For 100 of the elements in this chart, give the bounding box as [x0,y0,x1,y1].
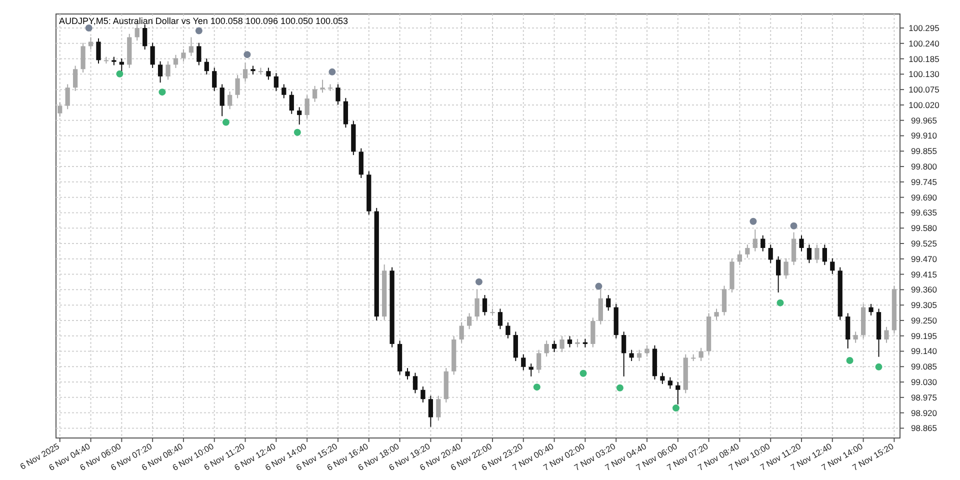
candlestick [714,308,719,320]
candlestick [521,354,526,371]
candlestick [228,91,232,110]
candlestick [598,289,603,325]
y-tick-label: 100.240 [908,38,940,48]
candlestick [58,102,62,118]
y-tick-label: 99.855 [911,146,938,156]
point [776,299,784,306]
candlestick [752,229,758,252]
chart-title: AUDJPY,M5: Australian Dollar vs Yen 100.058 100.096 100.050 100.053 [59,16,348,26]
y-tick-label: 98.975 [911,392,938,402]
candlestick [822,244,827,266]
candlestick [142,24,148,50]
candlestick [173,54,178,69]
y-tick-label: 99.965 [911,115,938,126]
candlestick [412,372,418,394]
candlestick [274,72,278,92]
y-tick-label: 99.800 [911,162,938,172]
y-tick-label: 99.305 [911,300,938,310]
candlestick [220,84,224,117]
y-tick-label: 99.580 [911,223,938,234]
candlestick [297,106,302,126]
candlestick [660,372,665,384]
candlestick [791,232,796,266]
candlestick [428,395,433,428]
candlestick [629,349,634,362]
candlestick [188,36,194,56]
candlestick [644,344,650,358]
point [158,88,166,96]
point [875,363,882,370]
candlestick [590,317,596,348]
candlestick [436,395,441,422]
y-tick-label: 100.295 [908,22,940,33]
candlestick [235,74,240,99]
candlestick [80,42,86,73]
candlestick [552,340,557,353]
candlestick [830,258,835,274]
candlestick [814,244,820,264]
candlestick [88,36,94,50]
candlestick [560,336,564,353]
y-tick-label: 99.195 [911,330,938,341]
point [294,128,301,136]
candlestick [884,326,889,344]
y-tick-label: 100.185 [908,54,940,64]
candlestick [567,336,572,348]
y-tick-label: 100.020 [908,100,940,110]
candlestick [96,38,101,64]
candlestick [806,244,812,264]
candlestick [242,62,248,82]
candlestick [474,289,480,320]
candlestick [544,340,549,358]
candlestick [745,244,750,258]
candlestick [266,67,271,80]
y-tick-label: 100.130 [908,69,940,80]
y-tick-label: 99.030 [911,377,938,388]
candlestick [358,148,364,179]
point [244,51,251,58]
y-tick-label: 99.360 [911,284,938,295]
candlestick [868,303,874,316]
y-tick-label: 98.865 [911,423,938,434]
candlestick [668,376,672,390]
candlestick [212,67,217,92]
point [616,384,624,392]
candlestick [420,386,426,403]
candlestick [289,91,294,114]
point [580,370,587,377]
candlestick [320,79,325,94]
candlestick [722,285,727,316]
point [750,218,757,225]
candlestick [636,349,642,362]
point [475,278,482,286]
candlestick [846,312,850,349]
candlestick [622,331,626,377]
candlestick [698,347,704,362]
y-tick-label: 100.075 [908,84,940,95]
point [533,384,540,391]
y-tick-label: 99.140 [911,346,938,356]
y-tick-label: 99.745 [911,176,938,187]
candlestick [466,312,472,330]
y-tick-label: 99.470 [911,254,938,264]
candlestick [405,368,410,380]
candlestick [799,234,804,252]
point [328,68,336,76]
candlestick [282,84,286,99]
candlestick [150,42,155,69]
candlestick [676,382,680,405]
candlestick [606,294,611,312]
candlestick [506,322,510,339]
candlestick [312,85,318,102]
y-tick-label: 99.250 [911,315,938,326]
point [672,404,680,412]
y-tick-label: 99.525 [911,238,938,248]
y-tick-label: 99.910 [911,130,938,141]
candlestick [768,244,773,264]
candlestick [72,65,78,92]
candlestick [482,294,488,316]
candlestick [784,258,788,280]
candlestick [776,256,781,293]
candlestick [737,250,742,266]
candlestick [343,97,348,128]
